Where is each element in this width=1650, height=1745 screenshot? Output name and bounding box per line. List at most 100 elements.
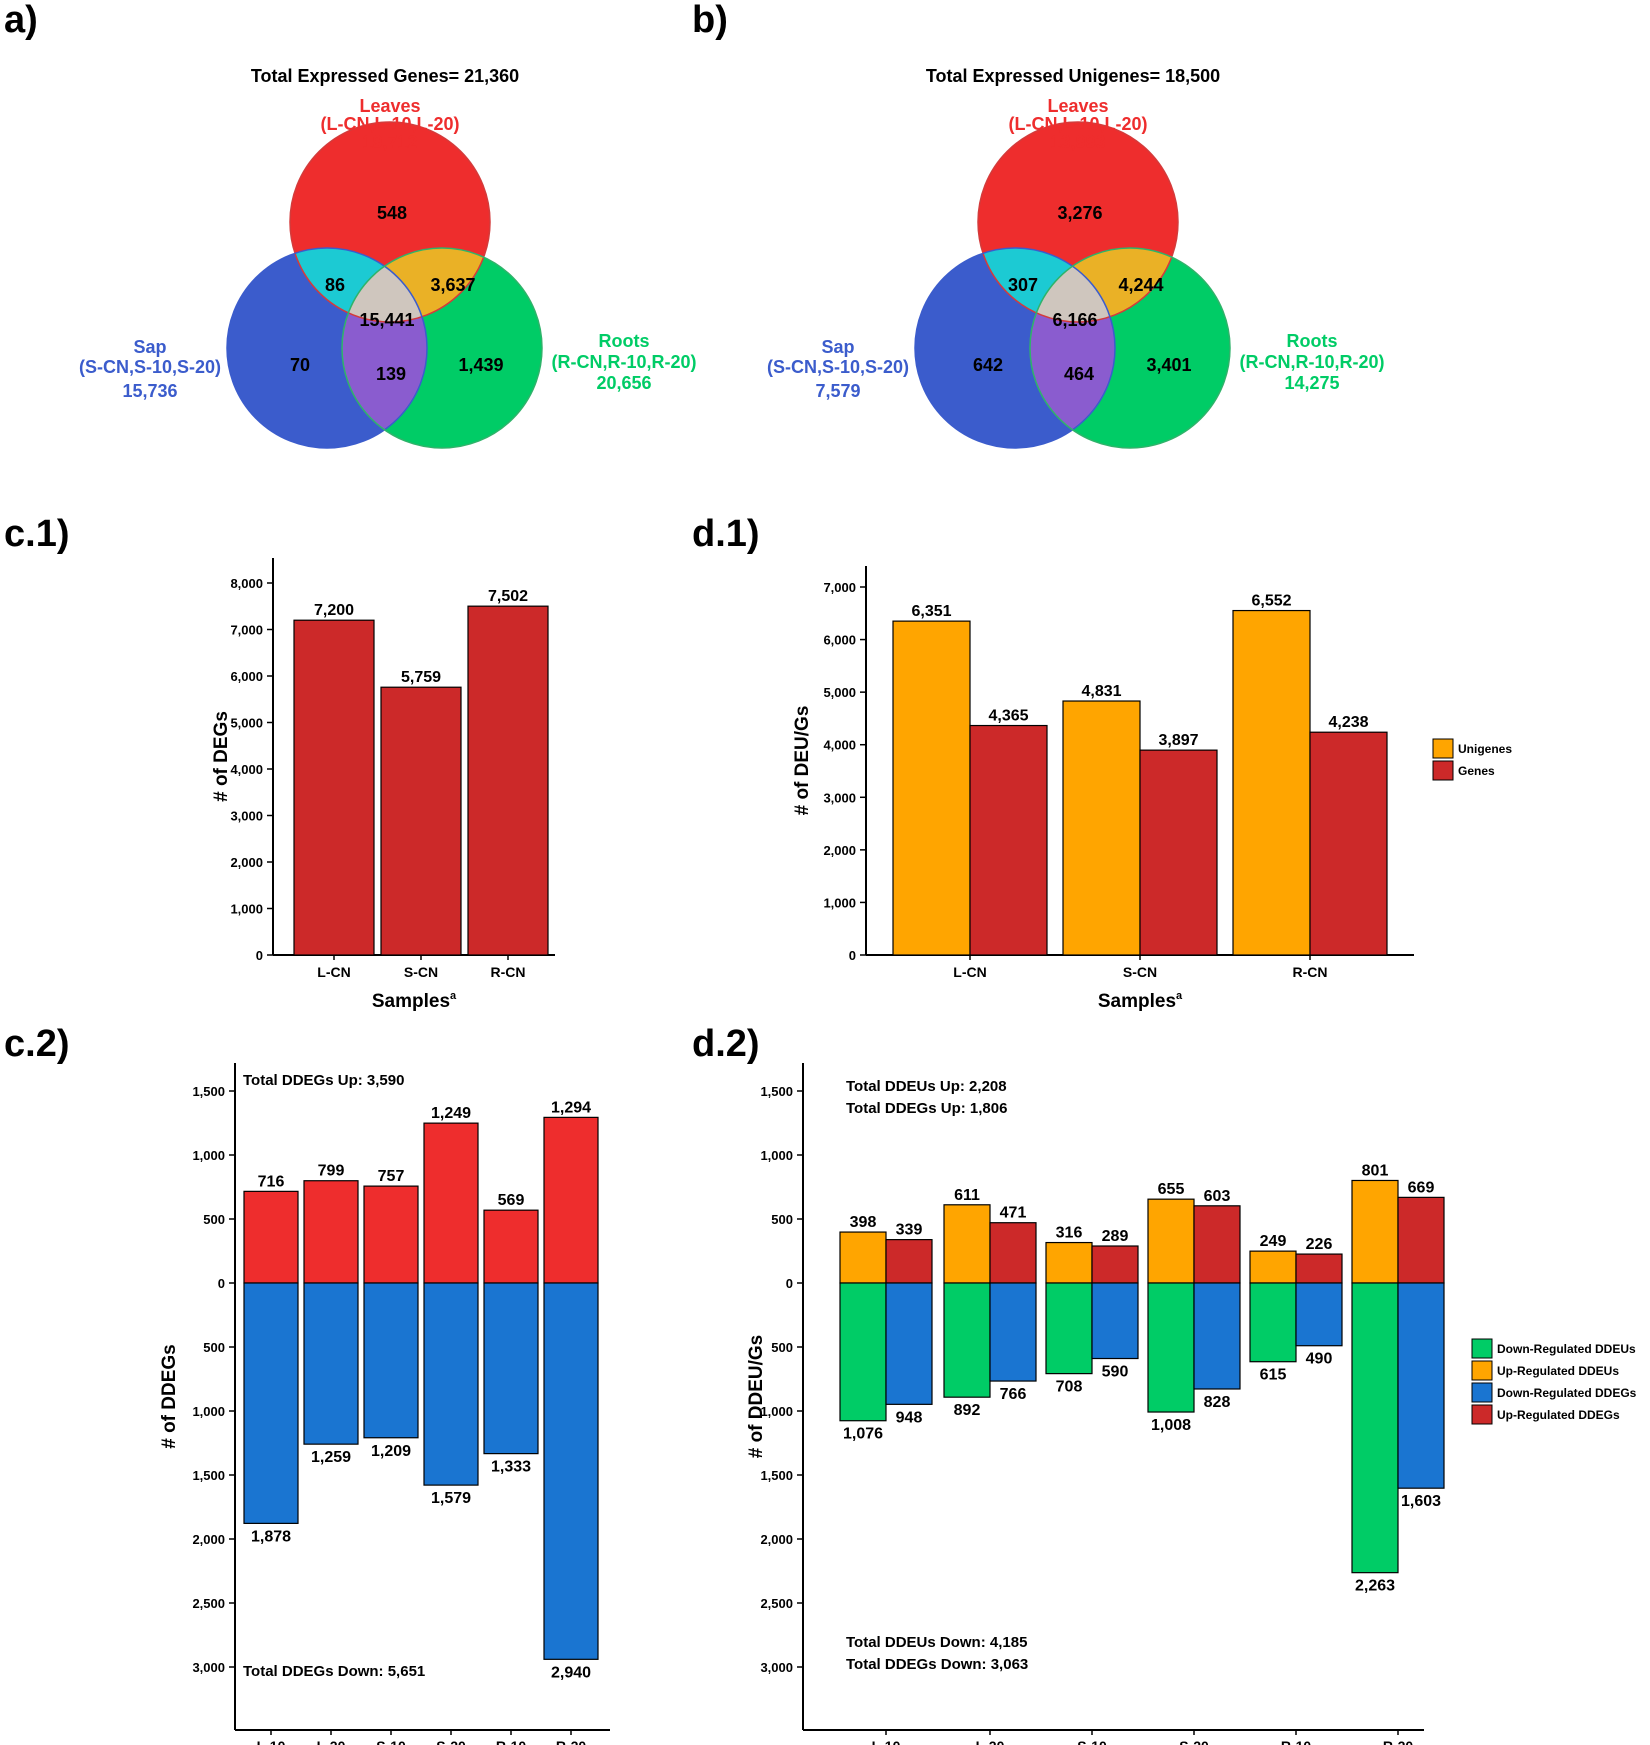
bar-down-ddeu-value-label: 2,263 <box>1355 1578 1395 1595</box>
all-overlap-outer <box>1030 248 1115 322</box>
bar-value-label: 7,502 <box>488 588 528 605</box>
bar-up <box>363 1185 419 1284</box>
y-tick-label: 1,500 <box>192 1084 225 1099</box>
chart-d2-ddeugs: 1,500 1,000 500 0 500 1,000 1,500 2,000 2,500 3,0… <box>746 1063 1637 1745</box>
bar-up-ddeg-value-label: 669 <box>1408 1179 1435 1196</box>
bar-up-ddeg-value-label: 226 <box>1306 1236 1333 1253</box>
bar-down-value-label: 1,209 <box>371 1443 411 1460</box>
x-tick-label: S-20 <box>1179 1738 1209 1745</box>
bar-down <box>303 1282 359 1445</box>
x-tick-label: R-20 <box>1383 1738 1414 1745</box>
y-tick-label: 7,000 <box>230 623 263 638</box>
y-axis-title: # of DDEU/Gs <box>746 1335 767 1459</box>
bar-down-ddeu-value-label: 615 <box>1260 1367 1287 1384</box>
annotation-total-down: Total DDEGs Down: 5,651 <box>243 1663 425 1680</box>
bar-down-ddeg-value-label: 1,603 <box>1401 1493 1441 1510</box>
bar-value-label: 3,897 <box>1158 732 1198 749</box>
sap-total: 7,579 <box>815 381 860 401</box>
bar-down-value-label: 2,940 <box>551 1664 591 1681</box>
x-tick-label: R-20 <box>556 1738 587 1745</box>
legend-label: Up-Regulated DDEUs <box>1497 1364 1619 1378</box>
y-tick-label: 1,500 <box>760 1084 793 1099</box>
y-tick-label: 7,000 <box>823 580 856 595</box>
sap-samples: (S-CN,S-10,S-20) <box>767 357 909 377</box>
legend-swatch <box>1471 1360 1493 1381</box>
bar-up-value-label: 757 <box>378 1168 405 1185</box>
bar-up-ddeg-value-label: 289 <box>1102 1228 1129 1245</box>
y-tick-label: 1,000 <box>760 1148 793 1163</box>
roots-outline <box>341 247 543 449</box>
x-tick-label: R-10 <box>496 1738 527 1745</box>
leaves-samples: (L-CN,L-10,L-20) <box>1009 114 1148 134</box>
x-tick-label: S-10 <box>1077 1738 1107 1745</box>
panel-label-d1: d.1) <box>692 513 760 555</box>
bar-up-ddeu <box>1147 1198 1195 1284</box>
bar-up-ddeg <box>1091 1245 1139 1284</box>
bar-up-ddeu <box>1249 1250 1297 1284</box>
legend-swatch <box>1432 738 1454 759</box>
bar-up-ddeu <box>839 1231 887 1284</box>
bar-down-ddeg-value-label: 948 <box>896 1409 923 1426</box>
leaves-samples: (L-CN,L-10,L-20) <box>321 114 460 134</box>
region-roots-only: 3,401 <box>1146 355 1191 375</box>
y-tick-label: 1,500 <box>760 1468 793 1483</box>
bar-down-ddeu-value-label: 892 <box>954 1402 981 1419</box>
bar-up-value-label: 1,249 <box>431 1105 471 1122</box>
sap-samples: (S-CN,S-10,S-20) <box>79 357 221 377</box>
bar-down-ddeg-value-label: 590 <box>1102 1364 1129 1381</box>
y-tick-label: 1,000 <box>823 895 856 910</box>
x-tick-label: S-20 <box>436 1738 466 1745</box>
bar-up-ddeg <box>989 1222 1037 1284</box>
y-tick-label: 1,000 <box>760 1404 793 1419</box>
bar <box>1309 731 1388 956</box>
bar-down-value-label: 1,259 <box>311 1449 351 1466</box>
bar-down-ddeu <box>943 1282 991 1398</box>
leaves-total: 13,993 <box>1050 132 1105 152</box>
region-leaves-only: 3,276 <box>1057 203 1102 223</box>
bar-down-ddeg-value-label: 490 <box>1306 1351 1333 1368</box>
bar-down-ddeu-value-label: 708 <box>1056 1379 1083 1396</box>
bar-up-value-label: 569 <box>498 1192 525 1209</box>
bar-down-ddeu <box>1147 1282 1195 1413</box>
bar-up <box>483 1209 539 1284</box>
x-tick-label: R-CN <box>491 964 526 980</box>
y-axis-title: # of DEGs <box>211 711 232 802</box>
bar-value-label: 4,365 <box>988 708 1028 725</box>
bar-up-ddeu-value-label: 801 <box>1362 1162 1389 1179</box>
bar-down <box>483 1282 539 1455</box>
bar <box>380 686 462 956</box>
legend-swatch <box>1471 1404 1493 1425</box>
y-tick-label: 2,500 <box>760 1596 793 1611</box>
region-sap-roots: 139 <box>376 364 406 384</box>
bar-down-ddeu <box>1249 1282 1297 1363</box>
legend-swatch <box>1471 1338 1493 1359</box>
bar-up-ddeu-value-label: 316 <box>1056 1225 1083 1242</box>
y-tick-label: 500 <box>771 1340 793 1355</box>
panel-label-d2: d.2) <box>692 1023 760 1065</box>
y-tick-label: 5,000 <box>823 685 856 700</box>
y-tick-label: 2,000 <box>823 843 856 858</box>
x-tick-label: R-CN <box>1293 964 1328 980</box>
x-tick-label: S-CN <box>404 964 438 980</box>
x-tick-label: S-10 <box>376 1738 406 1745</box>
bar-down-ddeg <box>1091 1282 1139 1360</box>
annotation-total-ddeg-down: Total DDEGs Down: 3,063 <box>846 1656 1028 1673</box>
bar-down-ddeu-value-label: 1,008 <box>1151 1417 1191 1434</box>
bar-down-ddeg <box>885 1282 933 1405</box>
bar-value-label: 6,351 <box>911 603 951 620</box>
bar-down-ddeg <box>989 1282 1037 1382</box>
bar-down <box>363 1282 419 1439</box>
bar-down-ddeu <box>1351 1282 1399 1574</box>
venn-title: Total Expressed Genes= 21,360 <box>251 66 519 86</box>
y-tick-label: 3,000 <box>823 790 856 805</box>
bar-up-ddeu <box>1045 1241 1093 1284</box>
bar-up-value-label: 1,294 <box>551 1099 591 1116</box>
leaves-total: 19,712 <box>362 132 417 152</box>
bar-down <box>423 1282 479 1486</box>
bar-up-ddeu-value-label: 655 <box>1158 1181 1185 1198</box>
region-leaves-only: 548 <box>377 203 407 223</box>
y-tick-label: 500 <box>771 1212 793 1227</box>
region-leaves-roots: 3,637 <box>430 275 475 295</box>
bar-down-ddeu <box>839 1282 887 1422</box>
